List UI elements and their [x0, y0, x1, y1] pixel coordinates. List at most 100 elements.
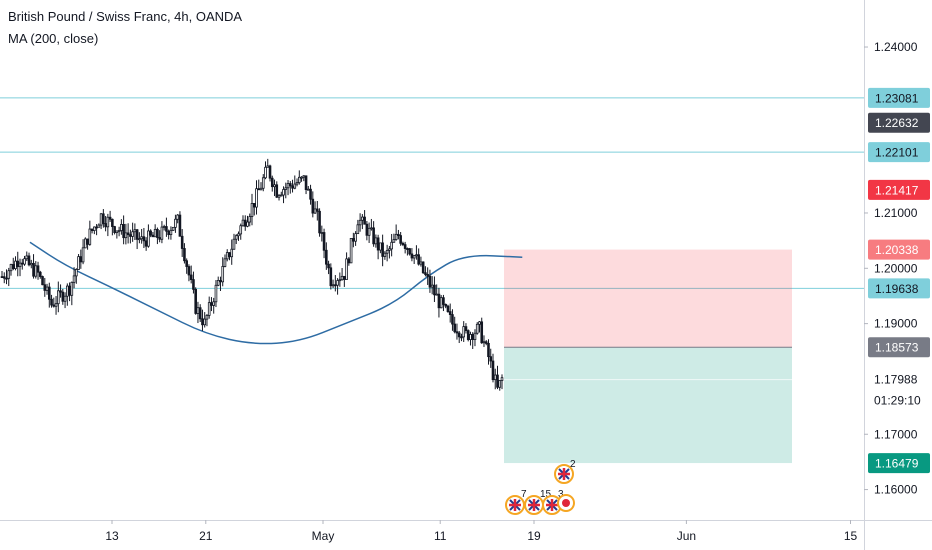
uk-flag-icon[interactable] — [554, 464, 574, 484]
candle[interactable] — [259, 182, 263, 191]
candle[interactable] — [81, 239, 85, 265]
candle[interactable] — [219, 276, 222, 291]
candle[interactable] — [406, 247, 409, 256]
candle[interactable] — [149, 229, 152, 238]
candle[interactable] — [466, 329, 470, 342]
candle[interactable] — [5, 269, 8, 285]
candle[interactable] — [270, 175, 274, 192]
candle[interactable] — [297, 170, 301, 185]
candle[interactable] — [482, 335, 486, 348]
candle[interactable] — [442, 294, 445, 312]
price-badge[interactable]: 1.18573 — [868, 337, 930, 358]
price-badge[interactable]: 1.21417 — [868, 179, 930, 200]
candle[interactable] — [111, 218, 114, 236]
candle[interactable] — [93, 226, 96, 235]
candle[interactable] — [248, 213, 252, 227]
candle[interactable] — [437, 287, 441, 318]
candle[interactable] — [367, 222, 371, 243]
candle[interactable] — [462, 321, 466, 343]
candle[interactable] — [16, 251, 20, 277]
candle[interactable] — [252, 203, 256, 216]
candle[interactable] — [79, 249, 83, 269]
candle[interactable] — [448, 303, 452, 323]
candle[interactable] — [336, 278, 339, 295]
candle[interactable] — [327, 260, 330, 275]
candle[interactable] — [196, 301, 200, 324]
candle[interactable] — [63, 292, 67, 309]
candle[interactable] — [47, 282, 51, 308]
candle[interactable] — [140, 228, 143, 244]
candle[interactable] — [57, 281, 60, 313]
candle[interactable] — [307, 186, 310, 191]
candle[interactable] — [77, 253, 80, 270]
take-profit-zone[interactable] — [504, 347, 792, 464]
candle[interactable] — [464, 323, 468, 334]
candle[interactable] — [487, 339, 490, 365]
candle[interactable] — [165, 217, 168, 237]
candle[interactable] — [268, 164, 272, 182]
candle[interactable] — [131, 222, 134, 242]
candle[interactable] — [7, 267, 11, 287]
candle[interactable] — [446, 304, 450, 313]
candle[interactable] — [347, 257, 351, 266]
candle[interactable] — [95, 224, 98, 236]
candle[interactable] — [491, 353, 495, 383]
candle[interactable] — [45, 283, 49, 295]
candle[interactable] — [243, 215, 247, 231]
candle[interactable] — [381, 234, 384, 267]
candle[interactable] — [88, 220, 92, 246]
candle[interactable] — [358, 213, 362, 232]
candle[interactable] — [286, 180, 290, 196]
candle[interactable] — [496, 365, 499, 390]
candle[interactable] — [457, 330, 461, 344]
candle[interactable] — [433, 276, 436, 303]
candle[interactable] — [223, 254, 227, 268]
candle[interactable] — [273, 179, 276, 197]
candle[interactable] — [144, 237, 148, 251]
candle[interactable] — [430, 276, 434, 295]
candle[interactable] — [129, 229, 132, 244]
candle[interactable] — [356, 219, 360, 235]
candle[interactable] — [32, 254, 35, 279]
candle[interactable] — [246, 215, 249, 228]
candle[interactable] — [388, 245, 391, 259]
candle[interactable] — [374, 234, 378, 248]
candle[interactable] — [257, 179, 261, 191]
indicator-label[interactable]: MA (200, close) — [8, 31, 99, 46]
uk-flag-icon[interactable] — [524, 495, 544, 515]
candle[interactable] — [376, 234, 380, 260]
candle[interactable] — [379, 242, 382, 254]
candle[interactable] — [460, 333, 463, 342]
price-badge[interactable]: 1.19638 — [868, 278, 930, 299]
candle[interactable] — [288, 181, 292, 194]
candle[interactable] — [210, 297, 213, 312]
candle[interactable] — [455, 323, 459, 340]
candle[interactable] — [38, 270, 42, 279]
candle[interactable] — [54, 296, 58, 315]
candle[interactable] — [25, 251, 29, 262]
candle[interactable] — [264, 161, 267, 180]
candle[interactable] — [322, 228, 326, 259]
candle[interactable] — [153, 224, 157, 238]
price-badge[interactable]: 1.22101 — [868, 142, 930, 163]
ma-200-line[interactable] — [29, 241, 523, 345]
candle[interactable] — [156, 227, 159, 245]
candle[interactable] — [453, 316, 457, 334]
candle[interactable] — [151, 231, 155, 238]
candle[interactable] — [102, 209, 105, 228]
candle[interactable] — [439, 295, 443, 309]
candle[interactable] — [43, 277, 47, 297]
candle[interactable] — [295, 178, 299, 187]
candle[interactable] — [343, 275, 346, 287]
candle[interactable] — [34, 261, 38, 279]
candle[interactable] — [304, 175, 308, 195]
candle[interactable] — [171, 226, 175, 231]
candle[interactable] — [176, 214, 179, 224]
candle[interactable] — [86, 238, 89, 250]
candle[interactable] — [469, 331, 472, 346]
candle[interactable] — [104, 215, 107, 232]
candle[interactable] — [225, 249, 229, 262]
candle[interactable] — [399, 231, 402, 246]
